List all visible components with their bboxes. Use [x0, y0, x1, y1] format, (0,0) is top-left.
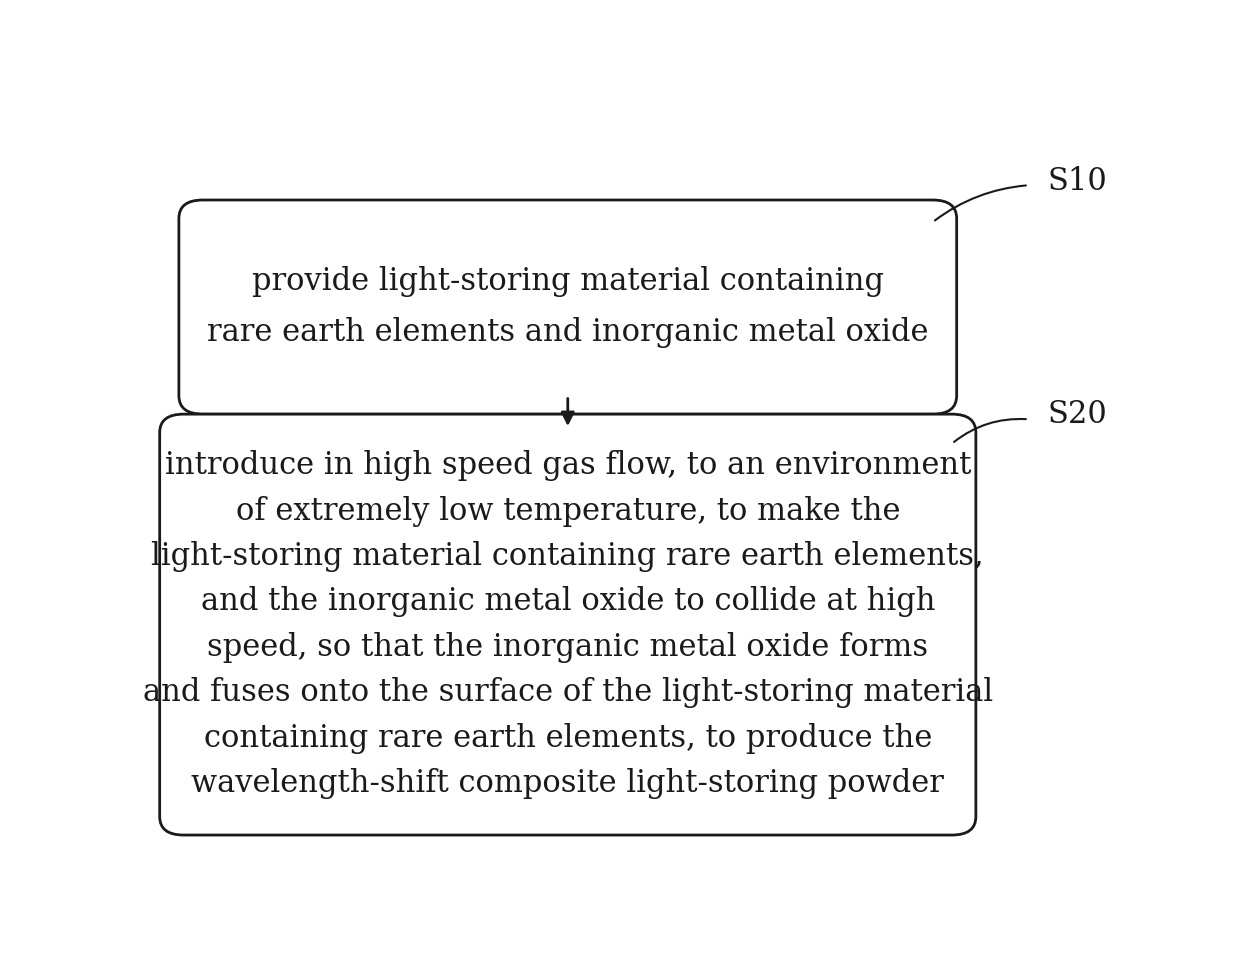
FancyBboxPatch shape — [178, 200, 957, 414]
Text: introduce in high speed gas flow, to an environment
of extremely low temperature: introduce in high speed gas flow, to an … — [142, 450, 992, 799]
Text: S10: S10 — [1048, 166, 1108, 197]
FancyBboxPatch shape — [160, 414, 976, 835]
Text: S20: S20 — [1048, 399, 1108, 430]
Text: provide light-storing material containing
rare earth elements and inorganic meta: provide light-storing material containin… — [207, 267, 928, 348]
